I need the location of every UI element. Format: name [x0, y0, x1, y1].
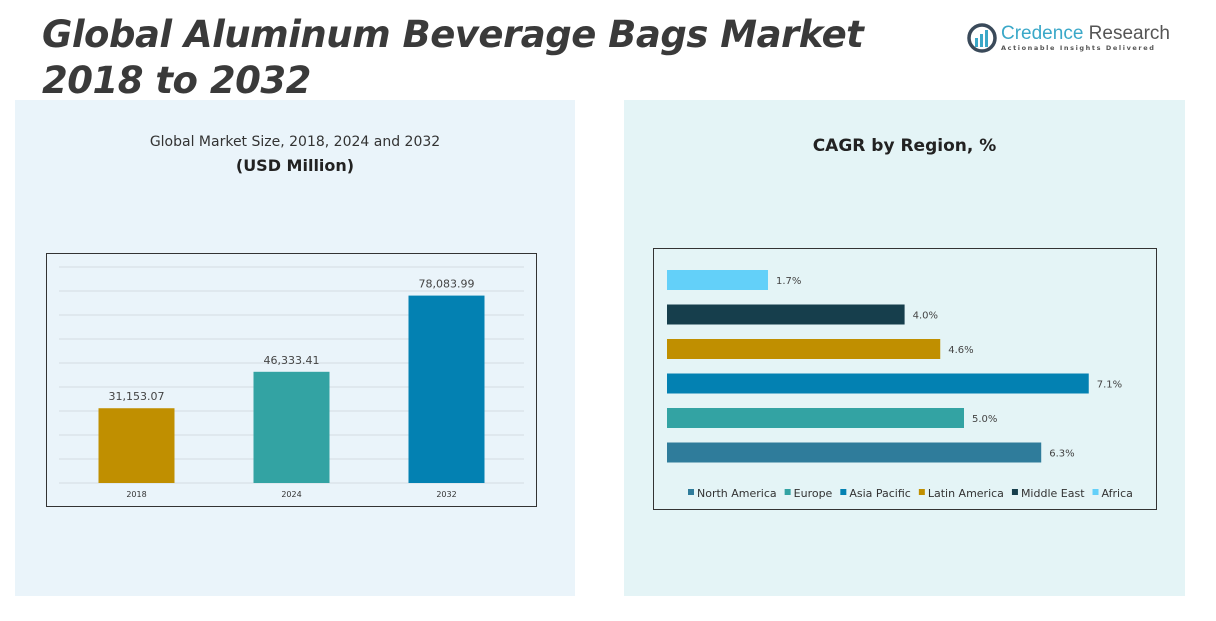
legend-swatch [918, 489, 925, 495]
bar-europe [667, 408, 964, 428]
x-tick-label: 2018 [126, 490, 146, 499]
logo-icon [967, 23, 997, 53]
legend-swatch [688, 489, 694, 495]
chart-subtitle: (USD Million) [235, 156, 355, 175]
logo: Credence Research Actionable Insights De… [966, 22, 1170, 54]
data-label: 4.0% [913, 311, 938, 322]
data-label: 4.6% [948, 345, 973, 356]
bar-2024 [253, 371, 330, 483]
chart-title: Global Market Size, 2018, 2024 and 2032 [149, 134, 441, 150]
bar-latin-america [667, 339, 941, 359]
cagr-chart: 1.7% 4.0% 4.6% 7.1% 5.0% 6.3% North America Eur… [667, 270, 1133, 500]
legend-item: Europe [794, 487, 833, 500]
data-label: 31,153.07 [109, 390, 165, 403]
data-label: 78,083.99 [419, 278, 475, 291]
bar-2032 [408, 295, 485, 483]
legend-item: Asia Pacific [849, 487, 911, 500]
bar-2018 [98, 408, 175, 483]
logo-name-1: Credence [1001, 23, 1084, 44]
legend-item: Middle East [1021, 487, 1085, 500]
data-label: 5.0% [972, 414, 997, 425]
legend-item: North America [697, 487, 777, 500]
bar-north-america [667, 442, 1042, 463]
bar-middle-east [667, 304, 905, 325]
legend-item: Latin America [928, 487, 1004, 500]
cagr-chart-frame: 1.7% 4.0% 4.6% 7.1% 5.0% 6.3% North America Eur… [653, 248, 1157, 510]
market-size-chart-frame: 31,153.07 2018 46,333.41 2024 78,083.99 2032 [46, 253, 537, 507]
cagr-chart-title: CAGR by Region, % [812, 136, 997, 156]
x-tick-label: 2024 [281, 490, 301, 499]
data-label: 1.7% [776, 276, 801, 287]
x-tick-label: 2032 [436, 490, 456, 499]
legend-item: Africa [1102, 487, 1133, 500]
data-label: 7.1% [1097, 380, 1122, 391]
title-line-2: 2018 to 2032 [42, 59, 311, 102]
logo-name-2: Research [1088, 23, 1170, 44]
bar-asia-pacific [667, 373, 1089, 394]
page-title: Global Aluminum Beverage Bags Market 201… [42, 12, 864, 104]
legend-swatch [840, 489, 847, 495]
legend-swatch [784, 489, 791, 495]
legend-swatch [1092, 489, 1099, 495]
data-label: 6.3% [1049, 449, 1074, 460]
title-line-1: Global Aluminum Beverage Bags Market [42, 13, 864, 56]
data-label: 46,333.41 [264, 354, 320, 367]
legend-swatch [1011, 489, 1018, 495]
logo-tagline: Actionable Insights Delivered [1001, 44, 1156, 52]
bar-africa [667, 270, 768, 290]
market-size-chart: 31,153.07 2018 46,333.41 2024 78,083.99 2032 [59, 266, 524, 499]
